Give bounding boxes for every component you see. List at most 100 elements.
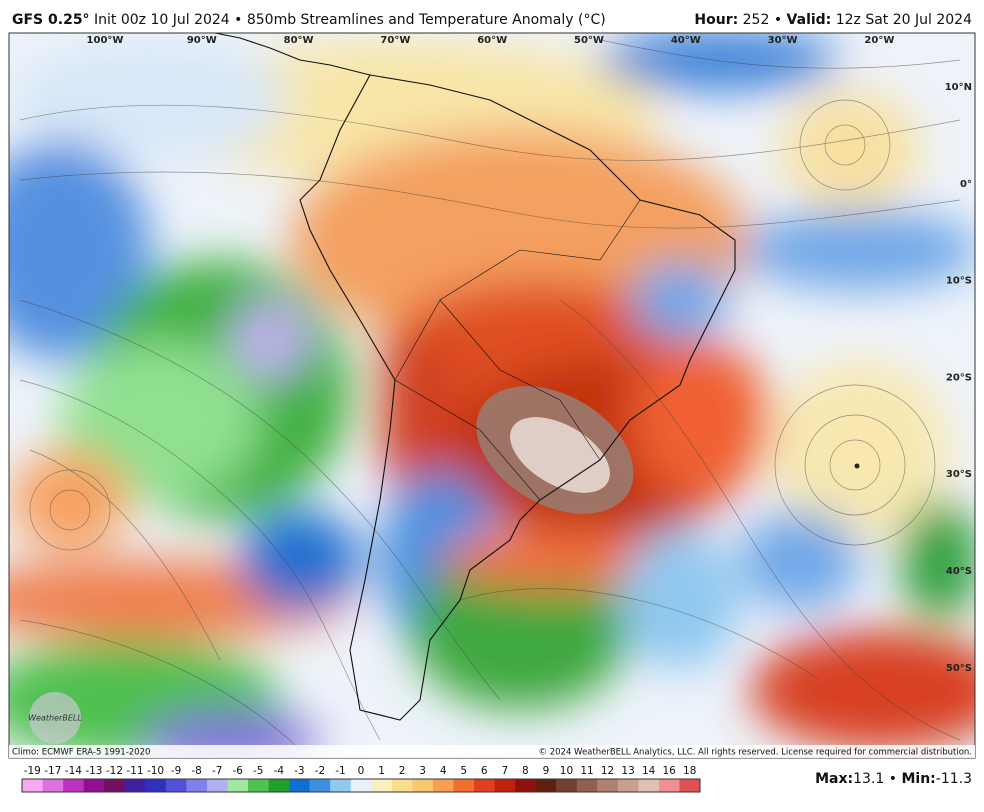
valid-value: 12z Sat 20 Jul 2024 — [831, 12, 972, 28]
colorbar-label: 2 — [399, 765, 406, 777]
colorbar-label: 8 — [522, 765, 529, 777]
footer-strip — [9, 745, 975, 758]
colorbar-swatch — [617, 779, 639, 792]
colorbar-swatch — [227, 779, 249, 792]
colorbar-label: 9 — [543, 765, 550, 777]
colorbar-label: 13 — [621, 765, 634, 777]
colorbar-swatch — [371, 779, 393, 792]
colorbar-label: 18 — [683, 765, 696, 777]
colorbar-swatch — [330, 779, 352, 792]
colorbar-swatch — [474, 779, 495, 792]
colorbar: -19 -17 -14 -13 -12 -11 -10 -9 -8 -7 -6 -5 -4 -3 -2 -1 0… — [21, 765, 701, 793]
colorbar-label: -1 — [335, 765, 345, 777]
longitude-labels: 100°W 90°W 80°W 70°W 60°W 50°W 40°W 30°W 20°W — [87, 35, 895, 46]
streamlines — [19, 39, 961, 751]
colorbar-label: -17 — [44, 765, 61, 777]
map: WeatherBELL — [9, 33, 975, 758]
hour-value: 252 • — [738, 12, 786, 28]
colorbar-label: 11 — [580, 765, 593, 777]
header-right: Hour: 252 • Valid: 12z Sat 20 Jul 2024 — [694, 12, 972, 28]
colorbar-label: -13 — [85, 765, 102, 777]
longitude-label: 80°W — [284, 35, 314, 46]
longitude-label: 90°W — [187, 35, 217, 46]
colorbar-label: 6 — [481, 765, 488, 777]
max: 13.1 — [853, 771, 884, 787]
logo: WeatherBELL — [28, 714, 82, 723]
colorbar-swatch — [206, 779, 228, 792]
latitude-label: 10°N — [945, 82, 972, 93]
latitude-label: 0° — [960, 179, 972, 190]
latitude-label: 30°S — [946, 469, 972, 480]
colorbar-swatch — [412, 779, 434, 792]
colorbar-swatch — [124, 779, 146, 792]
colorbar-swatch — [268, 779, 290, 792]
model: GFS 0.25° — [12, 12, 90, 28]
colorbar-swatch — [494, 779, 516, 792]
max-label: Max: — [815, 771, 853, 787]
colorbar-swatch — [309, 779, 331, 792]
copyright: © 2024 WeatherBELL Analytics, LLC. All r… — [539, 748, 972, 758]
colorbar-label: -3 — [294, 765, 304, 777]
description: Init 00z 10 Jul 2024 • 850mb Streamlines… — [90, 12, 606, 28]
colorbar-frame — [21, 778, 701, 793]
longitude-label: 100°W — [87, 35, 124, 46]
colorbar-swatch — [638, 779, 660, 792]
colorbar-label: 1 — [378, 765, 385, 777]
colorbar-swatch — [289, 779, 310, 792]
colorbar-label: -7 — [212, 765, 222, 777]
colorbar-swatch — [83, 779, 105, 792]
borders — [394, 199, 641, 501]
colorbar-label: -2 — [315, 765, 325, 777]
colorbar-label: -11 — [126, 765, 143, 777]
colorbar-swatch — [432, 779, 454, 792]
low-center — [854, 463, 860, 469]
hour-label: Hour: — [694, 12, 738, 28]
longitude-label: 20°W — [864, 35, 894, 46]
min-label: Min: — [901, 771, 935, 787]
min: -11.3 — [936, 771, 972, 787]
warm-core-center — [510, 417, 610, 493]
latitude-label: 50°S — [946, 663, 972, 674]
colorbar-swatch — [576, 779, 598, 792]
colorbar-label: 12 — [601, 765, 614, 777]
colorbar-swatch — [22, 779, 43, 792]
colorbar-label: -14 — [65, 765, 82, 777]
colorbar-swatch — [350, 779, 372, 792]
central-america-coast — [214, 33, 371, 76]
header-left: GFS 0.25° Init 00z 10 Jul 2024 • 850mb S… — [12, 12, 606, 28]
colorbar-label: 5 — [460, 765, 467, 777]
colorbar-label: 3 — [419, 765, 426, 777]
colorbar-swatch — [515, 779, 536, 792]
colorbar-swatch — [165, 779, 187, 792]
colorbar-label: -10 — [147, 765, 164, 777]
colorbar-swatch — [391, 779, 413, 792]
colorbar-label: -6 — [232, 765, 243, 777]
latitude-labels: 10°N 0° 10°S 20°S 30°S 40°S 50°S — [945, 82, 972, 674]
colorbar-swatch — [186, 779, 208, 792]
colorbar-swatch — [248, 779, 269, 792]
colorbar-swatch — [63, 779, 84, 792]
colorbar-label: -5 — [253, 765, 263, 777]
latitude-label: 10°S — [946, 276, 972, 287]
longitude-label: 70°W — [380, 35, 410, 46]
colorbar-swatch — [453, 779, 475, 792]
coastline — [299, 74, 736, 721]
separator: • — [884, 771, 901, 787]
latitude-label: 20°S — [946, 372, 972, 383]
longitude-label: 60°W — [477, 35, 507, 46]
colorbar-swatch — [145, 779, 167, 792]
colorbar-label: -12 — [106, 765, 123, 777]
longitude-label: 30°W — [768, 35, 798, 46]
colorbar-label: -9 — [171, 765, 181, 777]
colorbar-label: 4 — [440, 765, 447, 777]
colorbar-swatch — [556, 779, 578, 792]
longitude-label: 40°W — [671, 35, 701, 46]
colorbar-label: 16 — [662, 765, 676, 777]
colorbar-swatch — [42, 779, 64, 792]
colorbar-swatch — [535, 779, 557, 792]
colorbar-swatch — [597, 779, 619, 792]
stats: Max:13.1 • Min:-11.3 — [815, 771, 972, 787]
longitude-label: 50°W — [574, 35, 604, 46]
colorbar-label: 0 — [358, 765, 365, 777]
